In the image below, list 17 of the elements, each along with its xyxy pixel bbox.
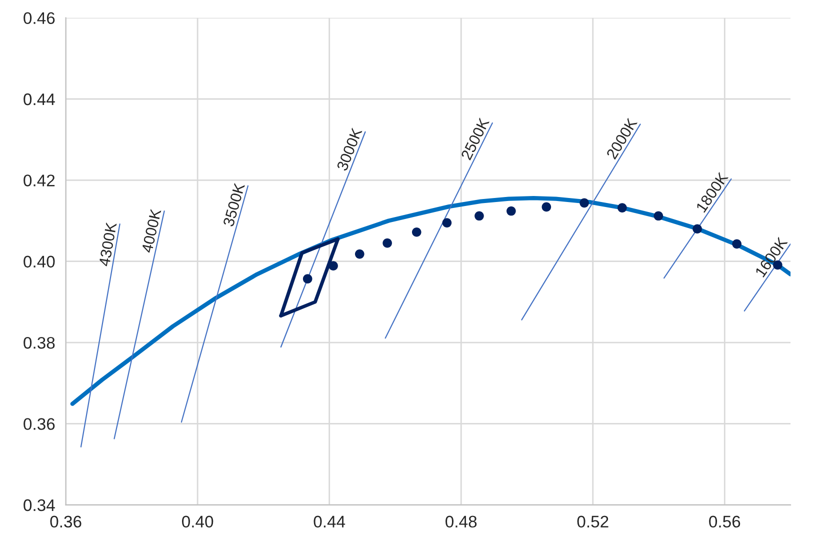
y-tick-label: 0.46 — [24, 12, 55, 24]
y-tick-label: 0.40 — [24, 256, 55, 268]
x-tick-label: 0.56 — [709, 516, 740, 528]
text: 4000K — [141, 208, 162, 254]
text: 3000K — [336, 126, 362, 172]
x-tick-label: 0.36 — [50, 516, 82, 528]
y-tick-label: 0.36 — [24, 418, 55, 430]
text: 4300K — [98, 222, 117, 267]
x-tick-label: 0.52 — [577, 516, 608, 528]
y-tick-label: 0.44 — [24, 93, 55, 106]
y-tick-label: 0.38 — [24, 336, 55, 349]
y-tick-label: 0.42 — [24, 174, 55, 186]
x-tick-label: 0.40 — [182, 516, 214, 528]
x-tick-label: 0.44 — [314, 516, 346, 528]
text: 3500K — [222, 182, 246, 228]
y-tick-label: 0.34 — [24, 499, 55, 512]
x-tick-label: 0.48 — [446, 516, 477, 528]
